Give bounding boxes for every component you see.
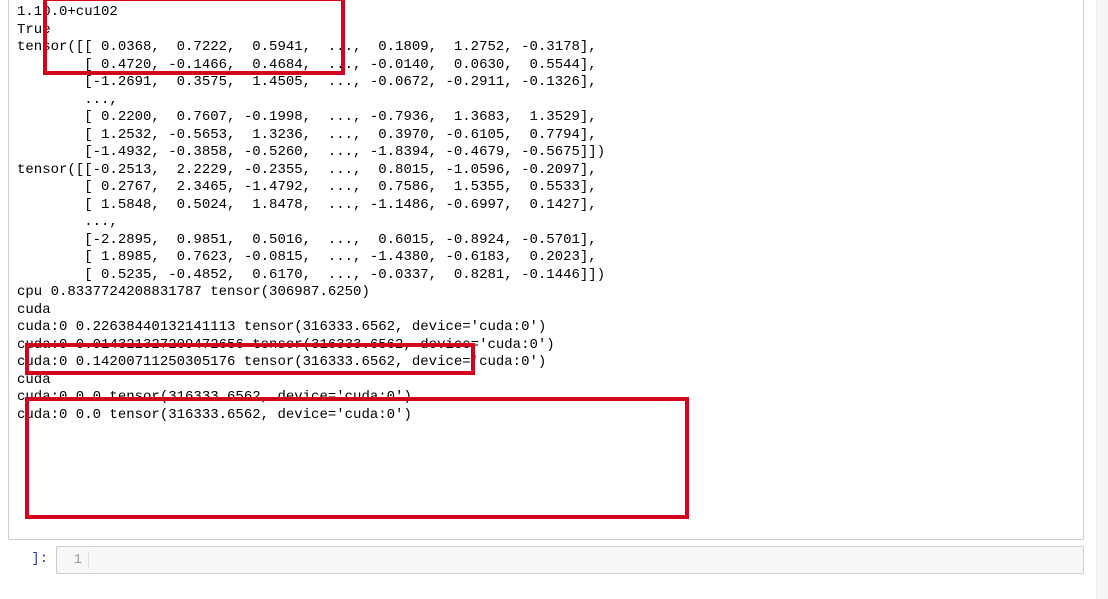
- notebook-input-cell: ]: 1: [8, 546, 1084, 574]
- notebook-output-cell[interactable]: 1.10.0+cu102 True tensor([[ 0.0368, 0.72…: [8, 0, 1084, 540]
- code-editor[interactable]: 1: [56, 546, 1084, 574]
- window-scrollbar[interactable]: [1096, 0, 1108, 599]
- stdout-text: 1.10.0+cu102 True tensor([[ 0.0368, 0.72…: [17, 4, 1075, 424]
- line-number-gutter: 1: [63, 551, 89, 569]
- input-prompt: ]:: [8, 546, 56, 572]
